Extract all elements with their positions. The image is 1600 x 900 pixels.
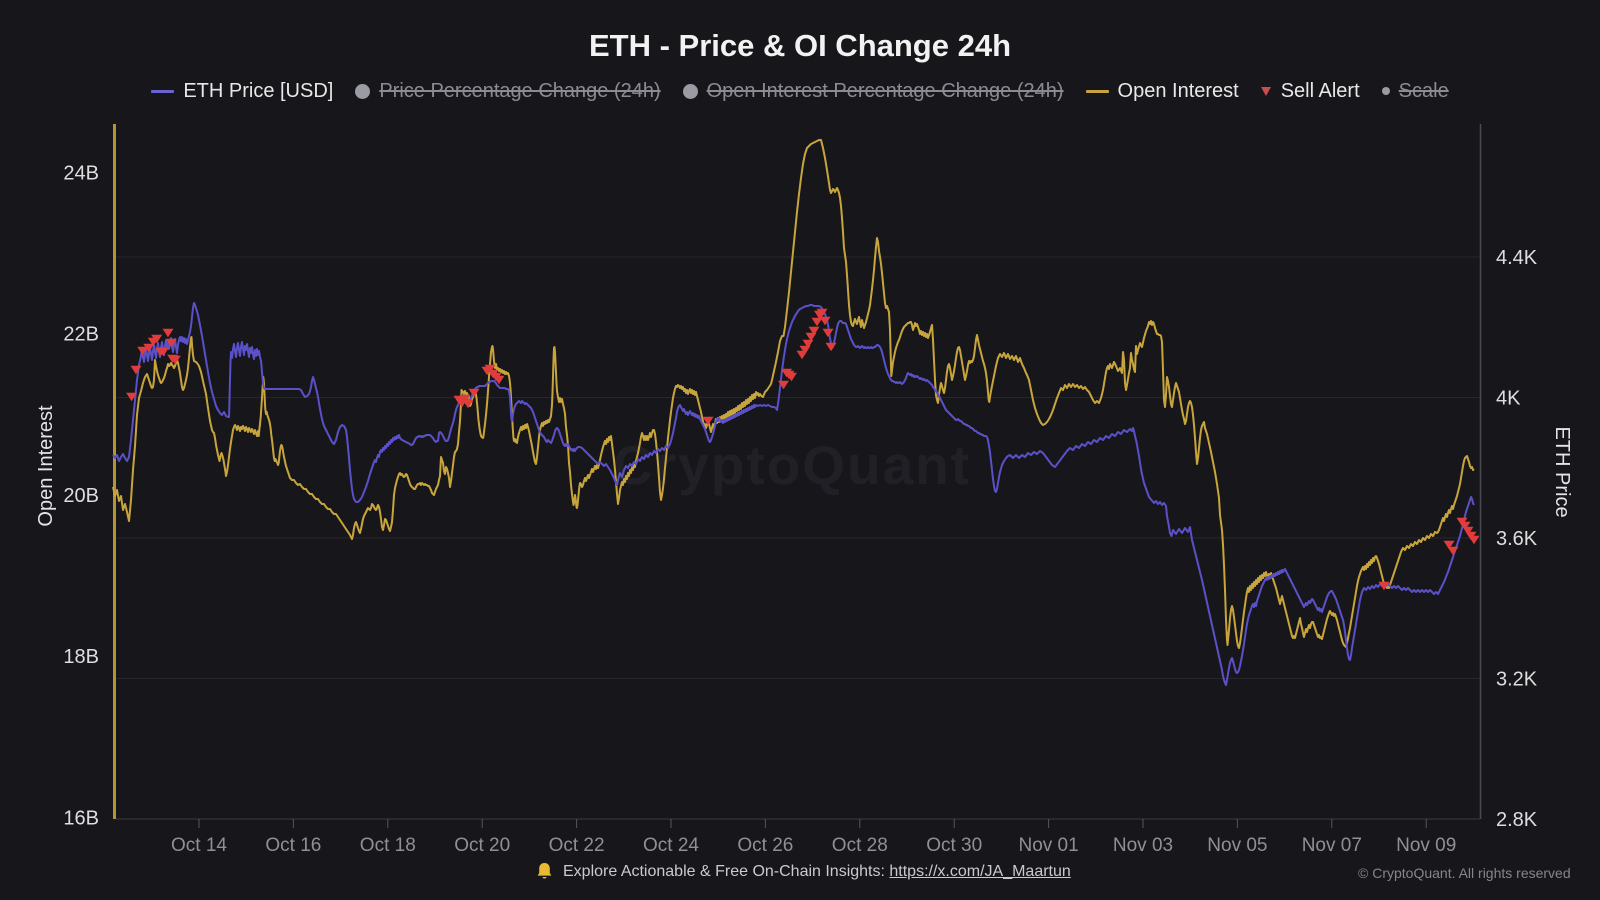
svg-text:22B: 22B (63, 324, 99, 346)
svg-text:20B: 20B (63, 485, 99, 507)
svg-text:Nov 07: Nov 07 (1302, 835, 1362, 856)
svg-text:Nov 01: Nov 01 (1018, 835, 1078, 856)
svg-text:Oct 18: Oct 18 (360, 835, 416, 856)
svg-text:18B: 18B (63, 646, 99, 668)
svg-text:2.8K: 2.8K (1496, 809, 1538, 831)
svg-text:Oct 24: Oct 24 (643, 835, 699, 856)
svg-text:ETH Price: ETH Price (1551, 426, 1573, 517)
svg-text:3.2K: 3.2K (1496, 669, 1538, 691)
svg-text:Oct 16: Oct 16 (265, 835, 321, 856)
svg-text:Nov 03: Nov 03 (1113, 835, 1173, 856)
svg-text:3.6K: 3.6K (1496, 528, 1538, 550)
svg-text:Nov 05: Nov 05 (1207, 835, 1267, 856)
svg-text:CryptoQuant: CryptoQuant (613, 434, 971, 496)
svg-text:Oct 22: Oct 22 (549, 835, 605, 856)
svg-text:Open Interest: Open Interest (35, 405, 57, 527)
svg-text:4.4K: 4.4K (1496, 247, 1538, 269)
svg-text:16B: 16B (63, 808, 99, 830)
svg-text:Oct 14: Oct 14 (171, 835, 227, 856)
svg-text:Oct 28: Oct 28 (832, 835, 888, 856)
svg-text:4K: 4K (1496, 388, 1521, 410)
svg-text:Oct 20: Oct 20 (454, 835, 510, 856)
svg-text:Nov 09: Nov 09 (1396, 835, 1456, 856)
svg-text:Oct 30: Oct 30 (926, 835, 982, 856)
svg-text:Oct 26: Oct 26 (737, 835, 793, 856)
svg-text:24B: 24B (63, 162, 99, 184)
